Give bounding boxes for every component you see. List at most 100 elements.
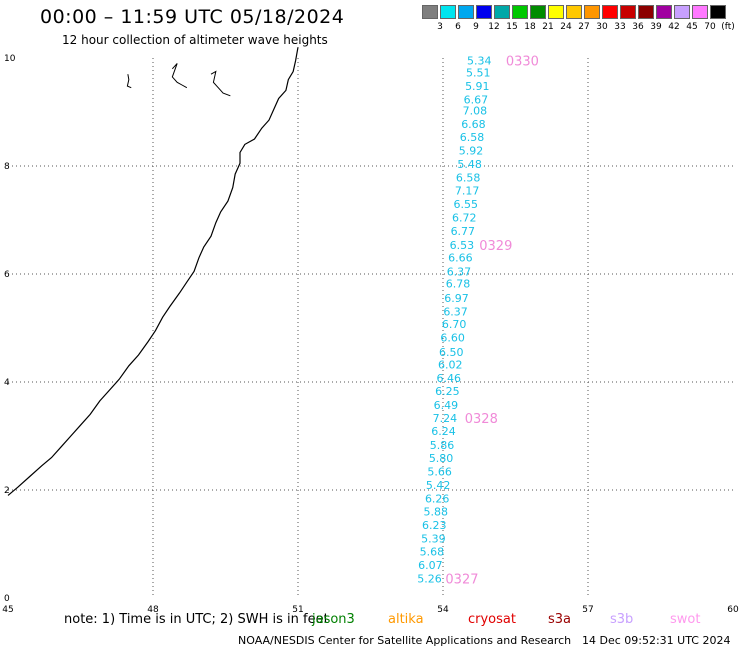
grid-lines xyxy=(8,58,733,598)
y-tick-label: 10 xyxy=(4,54,16,64)
satellite-label-cryosat: cryosat xyxy=(468,612,516,627)
wave-height-value: 5.39 xyxy=(421,533,446,546)
legend-swatch xyxy=(692,5,708,19)
map-title: 00:00 – 11:59 UTC 05/18/2024 xyxy=(40,6,345,28)
wave-height-value: 6.78 xyxy=(446,278,471,291)
x-tick-label: 54 xyxy=(437,605,449,615)
legend-swatch xyxy=(674,5,690,19)
wave-height-value: 6.25 xyxy=(435,385,460,398)
island-outline xyxy=(171,63,188,89)
y-tick-label: 8 xyxy=(4,162,10,172)
wave-height-value: 6.26 xyxy=(425,493,450,506)
axis-ticks: 45 48 51 54 57 60 0 2 4 6 8 10 xyxy=(2,54,739,615)
legend-swatch xyxy=(566,5,582,19)
legend-label: 42 xyxy=(668,22,680,32)
legend-label: 30 xyxy=(596,22,608,32)
legend-label: 3 xyxy=(437,22,443,32)
wave-height-value: 6.68 xyxy=(461,118,486,131)
wave-height-value: 7.08 xyxy=(463,104,488,117)
satellite-label-s3b: s3b xyxy=(610,612,634,627)
legend-swatch xyxy=(656,5,672,19)
legend-label: 36 xyxy=(632,22,644,32)
legend-label: 24 xyxy=(560,22,572,32)
x-tick-label: 57 xyxy=(582,605,593,615)
wave-height-value: 6.70 xyxy=(442,318,467,331)
island-outline xyxy=(210,70,231,97)
wave-height-value: 6.37 xyxy=(447,265,472,278)
legend-label: 27 xyxy=(578,22,590,32)
legend-swatch xyxy=(422,5,438,19)
wave-height-value: 6.02 xyxy=(438,359,463,372)
satellite-label-altika: altika xyxy=(388,612,424,627)
y-tick-label: 4 xyxy=(4,378,10,388)
wave-height-value: 6.53 xyxy=(450,239,475,252)
legend-swatch xyxy=(548,5,564,19)
wave-height-value: 6.24 xyxy=(431,425,456,438)
pass-time-label: 0327 xyxy=(445,573,478,588)
wave-height-value: 5.68 xyxy=(420,546,445,559)
wave-height-value: 5.88 xyxy=(424,506,449,519)
wave-height-value: 5.34 xyxy=(467,55,492,68)
legend-label: 15 xyxy=(506,22,518,32)
wave-height-value: 6.37 xyxy=(443,305,468,318)
x-tick-label: 60 xyxy=(727,605,739,615)
wave-height-value: 6.58 xyxy=(460,131,485,144)
wave-height-value: 5.92 xyxy=(459,144,484,157)
x-tick-label: 48 xyxy=(147,605,159,615)
wave-height-value: 6.46 xyxy=(437,372,462,385)
x-tick-label: 51 xyxy=(292,605,303,615)
legend-swatch xyxy=(602,5,618,19)
time-labels: 0330 0329 0328 0327 xyxy=(445,55,539,588)
island-outline xyxy=(126,74,132,89)
wave-height-value: 5.42 xyxy=(426,479,451,492)
satellite-label-jason3: jason3 xyxy=(312,612,355,627)
wave-height-value: 5.91 xyxy=(465,80,490,93)
legend-label: 9 xyxy=(473,22,479,32)
coastline-path xyxy=(7,47,299,496)
legend-label: 33 xyxy=(614,22,626,32)
wave-height-value: 5.86 xyxy=(430,439,455,452)
x-tick-label: 45 xyxy=(2,605,13,615)
wave-height-value: 6.66 xyxy=(448,251,473,264)
wave-height-value: 5.26 xyxy=(417,573,442,586)
credit-line: NOAA/NESDIS Center for Satellite Applica… xyxy=(238,634,572,647)
legend-swatch xyxy=(458,5,474,19)
legend-swatch xyxy=(440,5,456,19)
legend-label: 21 xyxy=(542,22,554,32)
wave-height-value: 6.67 xyxy=(464,94,489,107)
legend-label: 12 xyxy=(488,22,500,32)
y-tick-label: 6 xyxy=(4,270,10,280)
legend-swatch xyxy=(638,5,654,19)
legend-label: 45 xyxy=(686,22,698,32)
legend-label: 18 xyxy=(524,22,536,32)
satellite-label-swot: swot xyxy=(670,612,701,627)
wave-height-value: 6.77 xyxy=(451,225,476,238)
y-tick-label: 2 xyxy=(4,486,10,496)
wave-height-value: 7.17 xyxy=(455,184,480,197)
legend-label: (ft) xyxy=(721,22,735,32)
wave-height-value: 6.60 xyxy=(440,332,465,345)
wave-height-value: 6.23 xyxy=(422,519,447,532)
satellite-label-s3a: s3a xyxy=(548,612,572,627)
wave-height-value: 5.48 xyxy=(457,158,482,171)
pass-time-label: 0330 xyxy=(506,55,539,70)
coastline xyxy=(7,47,299,496)
wave-height-value: 7.24 xyxy=(433,412,458,425)
pass-time-label: 0328 xyxy=(465,412,498,427)
legend-swatch xyxy=(584,5,600,19)
wave-height-value: 5.80 xyxy=(429,452,454,465)
pass-time-label: 0329 xyxy=(479,239,512,254)
map-subtitle: 12 hour collection of altimeter wave hei… xyxy=(62,33,328,47)
wave-height-value: 6.72 xyxy=(452,211,477,224)
wave-height-value: 6.97 xyxy=(444,292,469,305)
wave-height-value: 6.55 xyxy=(453,198,478,211)
wave-height-value: 5.51 xyxy=(466,67,491,80)
wave-height-value: 6.07 xyxy=(418,559,443,572)
generated-timestamp: 14 Dec 09:52:31 UTC 2024 xyxy=(582,634,731,647)
legend-swatch xyxy=(620,5,636,19)
legend-label: 70 xyxy=(704,22,716,32)
legend-swatch xyxy=(494,5,510,19)
legend-swatch xyxy=(530,5,546,19)
legend-swatch xyxy=(512,5,528,19)
